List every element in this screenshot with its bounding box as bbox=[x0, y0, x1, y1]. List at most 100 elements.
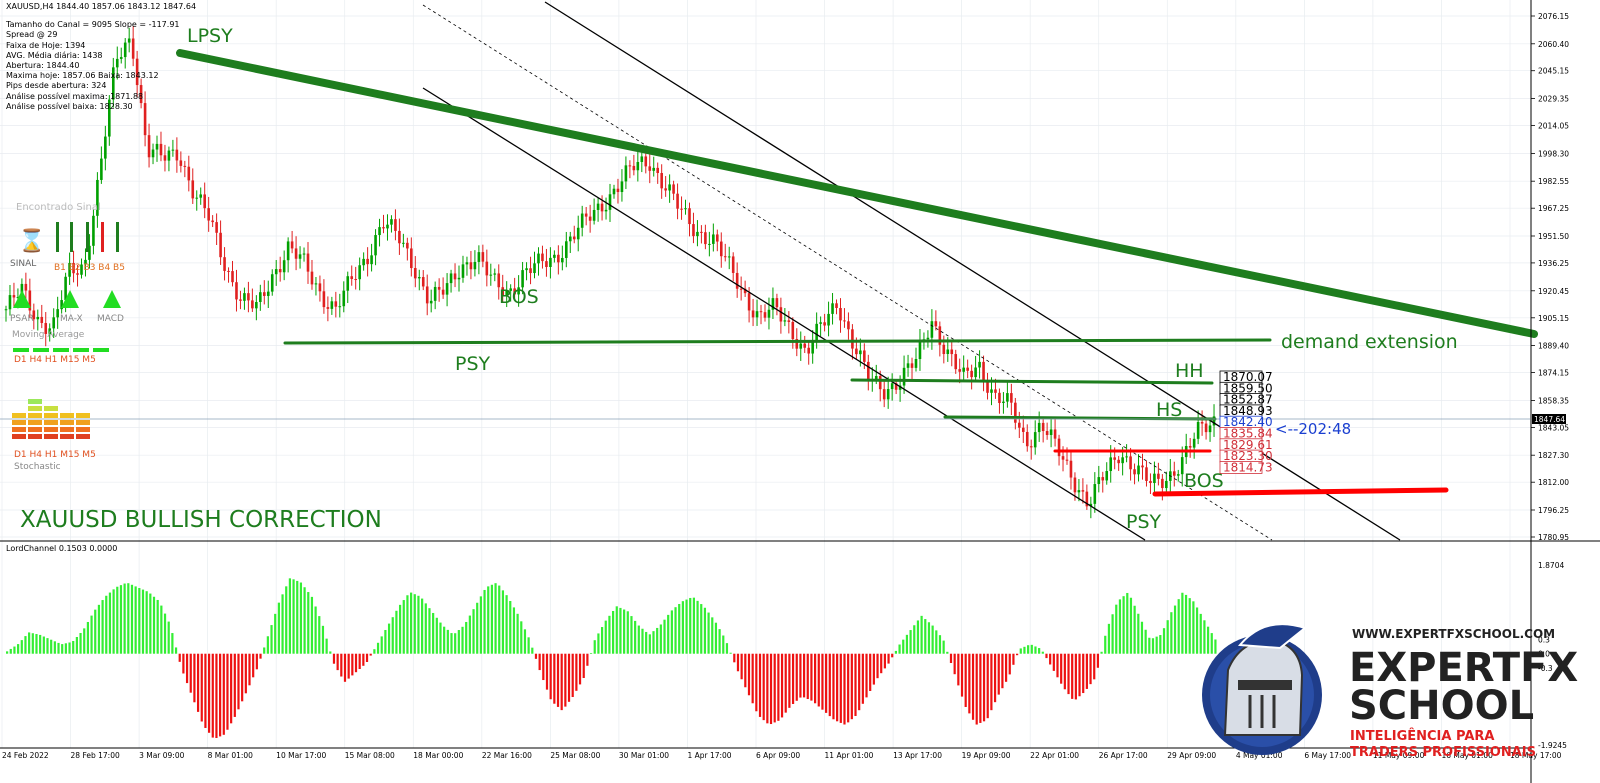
histogram-bar bbox=[986, 653, 989, 719]
candle-body bbox=[1141, 465, 1144, 468]
histogram-bar bbox=[979, 653, 982, 723]
signal-bar-b1 bbox=[56, 222, 59, 252]
histogram-bar bbox=[685, 599, 688, 654]
candle-body bbox=[489, 274, 493, 276]
red-support-line[interactable] bbox=[1152, 487, 1449, 497]
histogram-bar bbox=[387, 623, 391, 654]
histogram-bar bbox=[527, 637, 530, 654]
candle-body bbox=[1085, 491, 1089, 507]
stochastic-cell bbox=[60, 427, 74, 432]
x-tick-label: 16 May 01:00 bbox=[1441, 751, 1493, 760]
histogram-bar bbox=[1100, 651, 1103, 654]
candle-body bbox=[731, 256, 735, 273]
candle-body bbox=[966, 367, 969, 371]
candle-body bbox=[32, 310, 36, 320]
candle-body bbox=[704, 232, 707, 245]
candle-body bbox=[306, 253, 310, 272]
histogram-bar bbox=[1063, 653, 1066, 690]
histogram-bar bbox=[567, 653, 571, 702]
histogram-bar bbox=[531, 647, 534, 654]
stochastic-cell bbox=[12, 420, 26, 425]
candle-body bbox=[310, 271, 314, 285]
candle-body bbox=[723, 256, 727, 258]
histogram-bar bbox=[696, 600, 699, 654]
candle-body bbox=[119, 57, 123, 59]
x-tick-label: 6 Apr 09:00 bbox=[756, 751, 800, 760]
candle-body bbox=[616, 188, 620, 193]
candle-body bbox=[910, 363, 914, 368]
histogram-bar bbox=[182, 653, 185, 674]
histogram-bar bbox=[1144, 629, 1147, 654]
candle-body bbox=[692, 224, 695, 237]
candle-body bbox=[1021, 427, 1025, 432]
histogram-bar bbox=[957, 653, 960, 686]
candle-body bbox=[227, 270, 230, 272]
candle-body bbox=[1041, 422, 1045, 432]
histogram-bar bbox=[1115, 604, 1118, 654]
stochastic-cell bbox=[44, 420, 58, 425]
histogram-bar bbox=[516, 613, 519, 654]
y-tick-label: 1843.05 bbox=[1538, 423, 1569, 432]
candle-body bbox=[425, 286, 429, 304]
candle-body bbox=[545, 261, 548, 267]
price-label-text: 1823.30 bbox=[1223, 449, 1273, 463]
histogram-bar bbox=[825, 653, 828, 713]
histogram-bar bbox=[788, 653, 791, 708]
candle-body bbox=[449, 273, 453, 284]
histogram-bar bbox=[736, 653, 740, 672]
osc-y-tick-label: -1.9245 bbox=[1538, 741, 1567, 750]
candle-body bbox=[406, 242, 409, 249]
hh-line[interactable] bbox=[850, 378, 1214, 385]
candle-body bbox=[465, 262, 469, 265]
signal-bar-b4 bbox=[101, 222, 104, 252]
current-price-box bbox=[1532, 414, 1566, 424]
histogram-bar bbox=[718, 629, 721, 654]
candle-body bbox=[52, 317, 55, 329]
histogram-bar bbox=[968, 653, 971, 714]
histogram-bar bbox=[108, 592, 112, 654]
histogram-bar bbox=[461, 626, 464, 654]
histogram-bar bbox=[358, 653, 361, 669]
histogram-bar bbox=[219, 653, 222, 737]
histogram-bar bbox=[1060, 653, 1063, 684]
stochastic-cell bbox=[12, 434, 26, 439]
histogram-bar bbox=[61, 644, 64, 654]
osc-y-tick-label: 0.0 bbox=[1538, 650, 1550, 659]
histogram-bar bbox=[971, 653, 975, 720]
stochastic-cell bbox=[76, 420, 90, 425]
histogram-bar bbox=[659, 624, 662, 654]
candle-body bbox=[390, 219, 393, 225]
histogram-bar bbox=[626, 611, 629, 654]
candle-body bbox=[350, 276, 354, 280]
histogram-bar bbox=[645, 631, 648, 654]
histogram-bar bbox=[351, 653, 354, 676]
demand-extension-line[interactable] bbox=[283, 338, 1272, 345]
candle-body bbox=[1069, 460, 1073, 478]
green-downtrend-line[interactable] bbox=[176, 49, 1538, 338]
histogram-bar bbox=[1166, 620, 1169, 654]
histogram-bar bbox=[64, 643, 67, 654]
histogram-bar bbox=[678, 603, 681, 654]
candle-body bbox=[163, 155, 167, 161]
histogram-bar bbox=[975, 653, 978, 725]
candle-body bbox=[354, 279, 357, 281]
candle-body bbox=[1037, 422, 1041, 433]
histogram-bar bbox=[149, 593, 152, 654]
histogram-bar bbox=[241, 653, 244, 702]
candle-body bbox=[712, 234, 715, 244]
candle-body bbox=[533, 263, 536, 274]
candle-body bbox=[159, 143, 163, 156]
channel-line-lower[interactable] bbox=[422, 87, 1146, 541]
histogram-bar bbox=[1122, 596, 1125, 654]
candle-body bbox=[8, 295, 12, 310]
candle-body bbox=[1125, 456, 1128, 458]
histogram-bar bbox=[623, 609, 626, 654]
histogram-bar bbox=[747, 653, 751, 696]
stochastic-cell bbox=[28, 427, 42, 432]
candle-body bbox=[596, 203, 600, 210]
x-tick-label: 3 Mar 09:00 bbox=[139, 751, 185, 760]
histogram-bar bbox=[318, 616, 321, 654]
candle-body bbox=[231, 271, 234, 283]
candle-body bbox=[68, 262, 71, 277]
